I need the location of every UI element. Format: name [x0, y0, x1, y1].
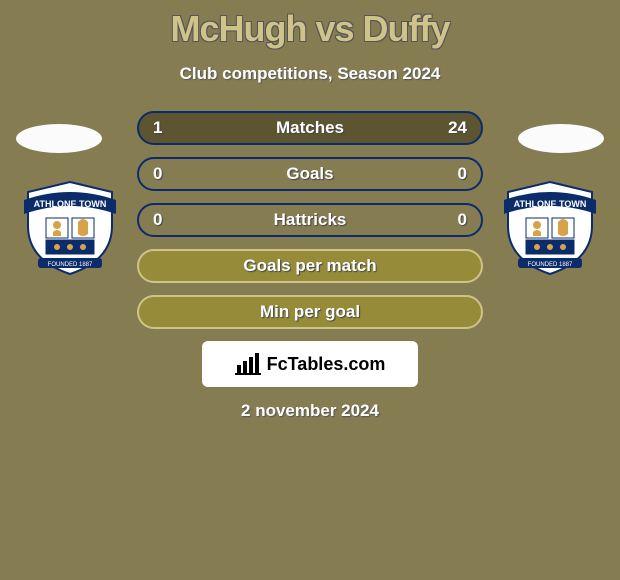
- stat-label: Matches: [276, 118, 344, 138]
- stat-label: Goals per match: [243, 256, 376, 276]
- stat-value-left: 0: [153, 210, 162, 230]
- stat-value-right: 0: [458, 210, 467, 230]
- player-avatar-left: [16, 124, 102, 153]
- logo-text: FcTables.com: [267, 354, 386, 375]
- subtitle: Club competitions, Season 2024: [0, 64, 620, 84]
- club-crest-left: ATHLONE TOWN FOUNDED 1887: [20, 176, 120, 281]
- stat-label: Goals: [286, 164, 333, 184]
- stat-label: Hattricks: [274, 210, 347, 230]
- stat-value-right: 24: [448, 118, 467, 138]
- crest-name: ATHLONE TOWN: [514, 199, 587, 209]
- stat-value-left: 0: [153, 164, 162, 184]
- comparison-card: McHugh vs Duffy Club competitions, Seaso…: [0, 0, 620, 580]
- stat-bar: 1 Matches 24: [137, 111, 483, 145]
- player-avatar-right: [518, 124, 604, 153]
- stat-bar: Goals per match: [137, 249, 483, 283]
- stat-bar: Min per goal: [137, 295, 483, 329]
- crest-founded: FOUNDED 1887: [528, 262, 573, 268]
- shield-icon: ATHLONE TOWN FOUNDED 1887: [20, 176, 120, 276]
- stat-bar: 0 Goals 0: [137, 157, 483, 191]
- stat-value-left: 1: [153, 118, 162, 138]
- stat-value-right: 0: [458, 164, 467, 184]
- stat-bar: 0 Hattricks 0: [137, 203, 483, 237]
- shield-icon: ATHLONE TOWN FOUNDED 1887: [500, 176, 600, 276]
- crest-founded: FOUNDED 1887: [48, 262, 93, 268]
- club-crest-right: ATHLONE TOWN FOUNDED 1887: [500, 176, 600, 281]
- crest-name: ATHLONE TOWN: [34, 199, 107, 209]
- page-title: McHugh vs Duffy: [0, 0, 620, 50]
- bar-chart-icon: [235, 353, 261, 375]
- comparison-date: 2 november 2024: [0, 401, 620, 421]
- stat-label: Min per goal: [260, 302, 360, 322]
- fctables-logo: FcTables.com: [202, 341, 418, 387]
